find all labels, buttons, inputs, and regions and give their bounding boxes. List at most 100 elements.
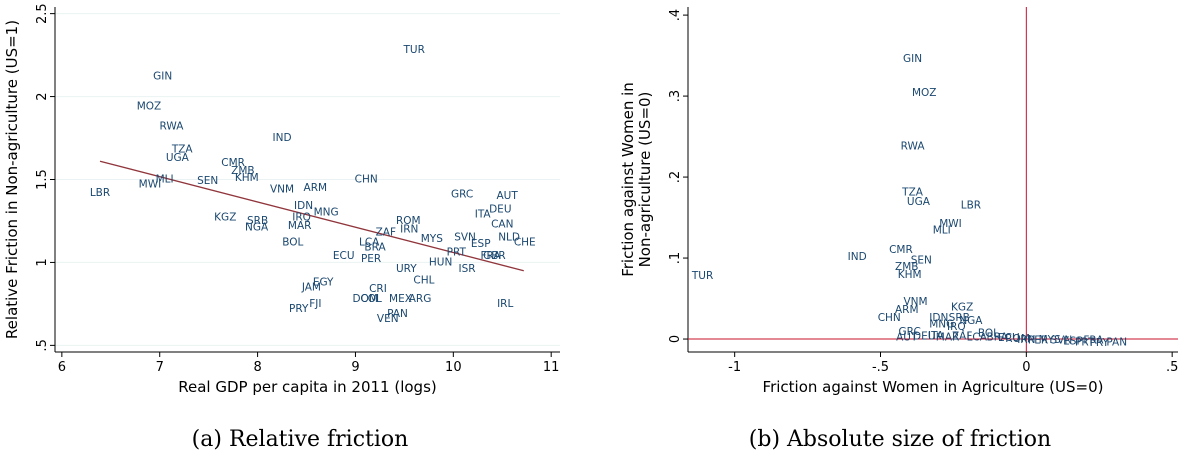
point-label: MAR xyxy=(936,331,960,343)
point-label: HUN xyxy=(429,256,452,268)
point-label: LBR xyxy=(961,199,981,211)
point-label: LBR xyxy=(90,187,110,199)
y-axis-title: Non-agriculture (US=0) xyxy=(636,92,654,268)
point-label: ROM xyxy=(396,215,421,227)
point-label: ESP xyxy=(471,238,491,250)
y-tick-label: .5 xyxy=(35,339,50,351)
point-label: ARM xyxy=(304,182,328,194)
point-label: PAN xyxy=(387,308,408,320)
point-label: TUR xyxy=(402,44,424,56)
point-label: DEU xyxy=(489,203,511,215)
point-label: FRA xyxy=(480,250,501,262)
x-tick-label: -.5 xyxy=(872,360,889,375)
point-label: SVN xyxy=(454,232,476,244)
point-label: SEN xyxy=(197,175,218,187)
x-axis-title: Friction against Women in Agriculture (U… xyxy=(763,378,1104,396)
x-tick-label: .5 xyxy=(1166,360,1178,375)
point-label: LCA xyxy=(359,237,380,249)
point-label: GRC xyxy=(451,188,473,200)
point-label: CHE xyxy=(514,237,536,249)
point-label: KGZ xyxy=(214,212,236,224)
point-label: ZAF xyxy=(952,331,972,343)
point-label: EGY xyxy=(313,276,334,288)
point-label: SRB xyxy=(247,215,268,227)
point-label: RWA xyxy=(160,120,185,132)
point-label: MYS xyxy=(1039,334,1061,346)
y-tick-label: 0 xyxy=(668,335,683,343)
point-label: VNM xyxy=(270,183,294,195)
y-tick-label: .3 xyxy=(668,90,683,102)
point-label: MOZ xyxy=(137,101,162,113)
point-label: IDN xyxy=(294,200,313,212)
y-tick-label: 2.5 xyxy=(35,3,50,24)
point-label: CMR xyxy=(221,157,245,169)
point-label: NGA xyxy=(959,315,983,327)
x-tick-label: 10 xyxy=(445,360,462,375)
x-tick-label: 6 xyxy=(58,360,66,375)
point-label: UGA xyxy=(166,152,190,164)
point-label: MAR xyxy=(288,220,312,232)
point-label: PRY xyxy=(1090,337,1110,349)
point-label: VEN xyxy=(377,313,399,325)
point-label: BRA xyxy=(364,242,386,254)
point-label: IRL xyxy=(497,298,513,310)
y-axis-title: Friction against Women in xyxy=(619,82,637,277)
point-label: KHM xyxy=(898,269,922,281)
point-label: IRN xyxy=(1017,334,1035,346)
point-label: DOM xyxy=(353,293,378,305)
y-tick-label: .2 xyxy=(668,171,683,183)
point-label: MOZ xyxy=(912,87,937,99)
point-label: ARM xyxy=(895,304,919,316)
y-tick-label: .4 xyxy=(668,9,683,21)
point-label: PAN xyxy=(1106,336,1127,348)
point-label: ESP xyxy=(1063,335,1083,347)
x-tick-label: 11 xyxy=(543,360,560,375)
x-axis-title: Real GDP per capita in 2011 (logs) xyxy=(178,378,437,396)
point-label: FRA xyxy=(1083,335,1104,347)
point-label: CHL xyxy=(413,275,434,287)
point-label: IND xyxy=(273,132,292,144)
point-label: IDN xyxy=(929,312,948,324)
point-label: BOL xyxy=(282,237,303,249)
x-tick-label: -1 xyxy=(728,360,741,375)
point-label: PRT xyxy=(447,246,467,258)
point-label: ITA xyxy=(475,208,492,220)
fit-line xyxy=(99,160,524,272)
point-label: TZA xyxy=(171,144,194,156)
point-label: CHN xyxy=(878,312,901,324)
point-label: ECU xyxy=(998,332,1020,344)
x-tick-label: 9 xyxy=(351,360,359,375)
point-label: BOL xyxy=(978,327,999,339)
point-label: JAM xyxy=(301,281,321,293)
point-label: GIN xyxy=(903,53,922,65)
point-label: GBR xyxy=(483,250,506,262)
point-label: ROM xyxy=(1005,333,1030,345)
point-label: MWI xyxy=(939,218,962,230)
y-axis-title: Relative Friction in Non-agriculture (US… xyxy=(3,20,21,339)
point-label: ISR xyxy=(458,263,475,275)
point-label: PRT xyxy=(1075,336,1095,348)
point-label: MEX xyxy=(389,293,412,305)
point-label: CRI xyxy=(369,283,387,295)
point-label: MYS xyxy=(421,233,443,245)
point-label: IRQ xyxy=(292,212,311,224)
point-label: VNM xyxy=(903,296,927,308)
x-tick-label: 0 xyxy=(1022,360,1030,375)
y-tick-label: 1 xyxy=(35,258,50,266)
x-tick-label: 8 xyxy=(253,360,261,375)
x-tick-label: 7 xyxy=(156,360,164,375)
point-label: SRB xyxy=(949,312,970,324)
point-label: ARG xyxy=(409,293,432,305)
point-label: IRQ xyxy=(947,321,966,333)
point-label: KGZ xyxy=(951,301,973,313)
point-label: SEN xyxy=(911,254,932,266)
point-label: NGA xyxy=(245,222,269,234)
point-label: UGA xyxy=(907,196,931,208)
point-label: ECU xyxy=(333,250,355,262)
point-label: GIN xyxy=(153,71,172,83)
point-label: CAN xyxy=(491,218,513,230)
point-label: TUR xyxy=(691,270,713,282)
point-label: MNG xyxy=(314,207,339,219)
point-label: DEU xyxy=(913,331,935,343)
